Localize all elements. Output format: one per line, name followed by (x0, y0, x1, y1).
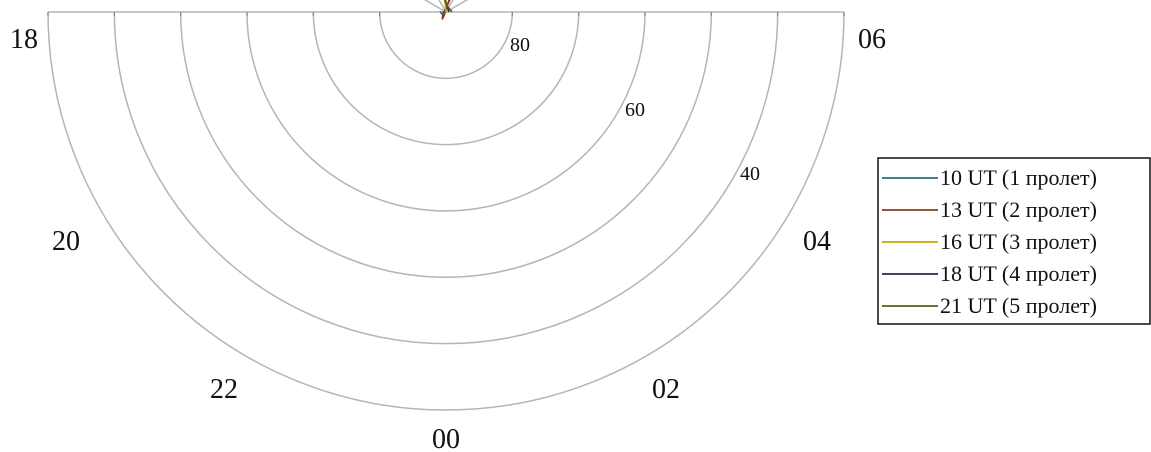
lat-circle-60 (246, 11, 646, 212)
mlt-label-04: 04 (803, 226, 831, 257)
lat-circle-70 (312, 11, 580, 146)
legend-label-5: 21 UT (5 пролет) (940, 293, 1097, 318)
mlt-label-06: 06 (858, 24, 886, 55)
mlt-label-18: 18 (10, 24, 38, 55)
lat-circle-40 (113, 11, 779, 345)
legend-label-1: 10 UT (1 пролет) (940, 165, 1097, 190)
mlt-label-00: 00 (432, 424, 460, 452)
legend-box (877, 157, 1151, 325)
mlt-labels: 18 20 22 00 02 04 06 (10, 24, 886, 452)
mlt-label-02: 02 (652, 374, 680, 405)
lat-circle-50 (179, 11, 713, 279)
mlt-radial-4 (445, 0, 469, 13)
mlt-label-22: 22 (210, 374, 238, 405)
latitude-labels: 80 60 40 (510, 34, 760, 185)
lat-circle-80 (378, 11, 514, 79)
lat-label-80: 80 (510, 34, 530, 56)
mlt-radial-20 (423, 0, 447, 13)
series-line-2 (441, 0, 450, 20)
polar-grid (47, 0, 845, 411)
legend-label-4: 18 UT (4 пролет) (940, 261, 1097, 286)
mlt-radial-22 (438, 0, 447, 13)
lat-label-60: 60 (625, 99, 645, 121)
mlt-label-20: 20 (52, 226, 80, 257)
legend-label-3: 16 UT (3 пролет) (940, 229, 1097, 254)
legend-label-2: 13 UT (2 пролет) (940, 197, 1097, 222)
lat-label-40: 40 (740, 163, 760, 185)
legend: 10 UT (1 пролет) 13 UT (2 пролет) 16 UT (3… (877, 157, 1151, 325)
lat-circle-30 (47, 11, 845, 411)
series-lines (439, 0, 453, 20)
mlt-radial-2 (445, 0, 454, 13)
